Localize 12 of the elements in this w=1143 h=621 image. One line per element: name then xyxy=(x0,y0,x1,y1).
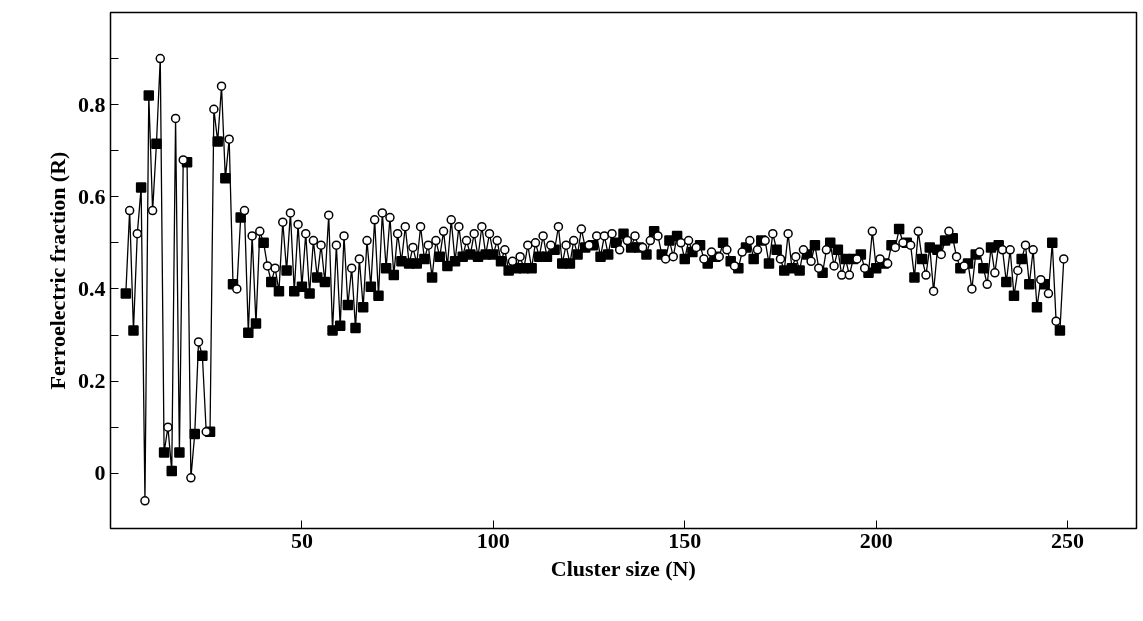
y-tick-label: 0 xyxy=(94,460,106,486)
x-tick-label: 100 xyxy=(476,527,510,553)
x-tick-label: 50 xyxy=(290,527,313,553)
y-tick-label: 0.4 xyxy=(78,275,106,301)
x-tick-label: 250 xyxy=(1051,527,1085,553)
x-tick-label: 150 xyxy=(668,527,702,553)
y-axis-title: Ferroelectric fraction (R) xyxy=(45,151,70,390)
y-tick-label: 0.6 xyxy=(78,183,106,209)
x-tick-label: 200 xyxy=(859,527,893,553)
y-tick-label: 0.8 xyxy=(78,91,106,117)
y-tick-label: 0.2 xyxy=(78,368,106,394)
x-axis-title: Cluster size (N) xyxy=(550,555,696,581)
